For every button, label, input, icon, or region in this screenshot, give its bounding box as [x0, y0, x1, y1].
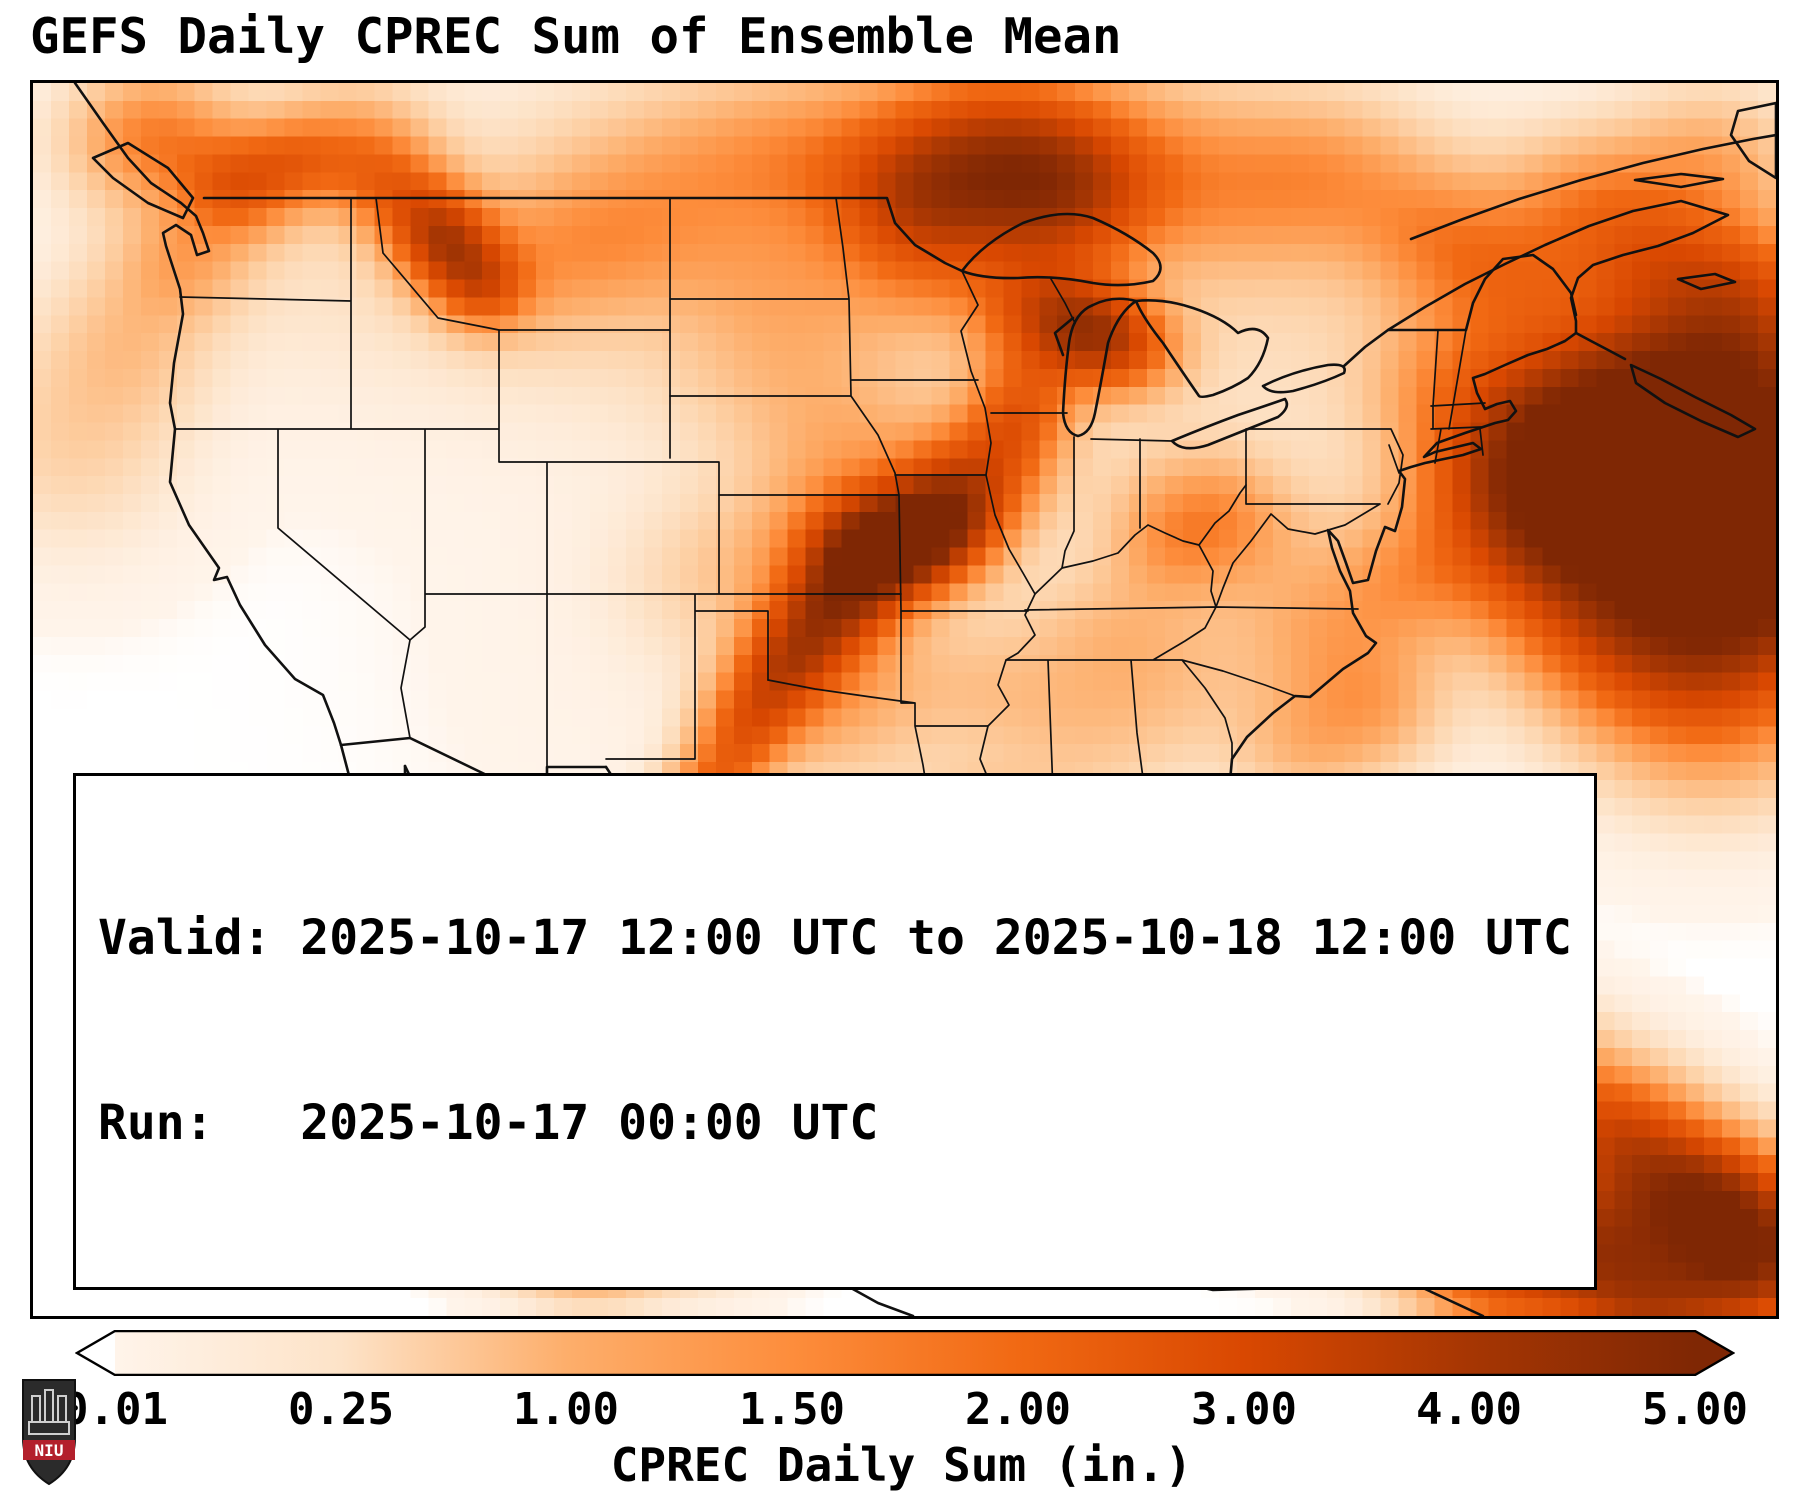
lake-ontario [1261, 363, 1346, 394]
logo-shield [22, 1379, 76, 1486]
colorbar-tick: 4.00 [1416, 1384, 1522, 1435]
state-lines-midwest [990, 278, 1173, 569]
validity-box: Valid: 2025-10-17 12:00 UTC to 2025-10-1… [73, 772, 1597, 1290]
prince-edward-island [1676, 272, 1737, 291]
state-lines-east [1198, 329, 1486, 608]
colorbar-over-arrow [1695, 1331, 1733, 1375]
map-panel: Valid: 2025-10-17 12:00 UTC to 2025-10-1… [30, 80, 1779, 1319]
ohio-river [1034, 484, 1247, 595]
lake-michigan [1061, 297, 1138, 438]
state-lines-plains [669, 197, 1029, 833]
logo-band [23, 1440, 75, 1460]
lake-superior [960, 212, 1162, 287]
run-line: Run: 2025-10-17 00:00 UTC [98, 1094, 879, 1151]
state-lines-west [174, 197, 902, 768]
lake-huron [1134, 299, 1270, 399]
valid-line: Valid: 2025-10-17 12:00 UTC to 2025-10-1… [98, 910, 1572, 967]
colorbar-tick: 0.25 [288, 1384, 394, 1435]
vancouver-island [91, 141, 195, 220]
colorbar-tick: 1.50 [739, 1384, 845, 1435]
colorbar-tick: 1.00 [513, 1384, 619, 1435]
anticosti-island [1633, 172, 1725, 189]
colorbar-tick: 3.00 [1191, 1384, 1297, 1435]
st-lawrence-south [1342, 199, 1730, 368]
colorbar-tick: 0.01 [62, 1384, 168, 1435]
green-bay [1053, 316, 1075, 357]
pacific-coast [73, 83, 343, 747]
logo-castle-icon [28, 1389, 70, 1435]
canada-border [202, 196, 964, 273]
colorbar-under-arrow [77, 1331, 115, 1375]
colorbar [75, 1330, 1735, 1376]
figure-title: GEFS Daily CPREC Sum of Ensemble Mean [30, 8, 1122, 65]
colorbar-tick: 2.00 [965, 1384, 1071, 1435]
colorbar-outline [75, 1330, 1735, 1376]
nova-scotia [1629, 363, 1757, 439]
st-lawrence-north [1409, 133, 1776, 241]
lake-erie [1170, 397, 1289, 450]
logo-text: NIU [35, 1441, 64, 1460]
maine-canada-border [1386, 253, 1578, 332]
mississippi-river [960, 270, 1036, 793]
colorbar-body [115, 1331, 1695, 1375]
colorbar-tick: 5.00 [1642, 1384, 1748, 1435]
newfoundland [1729, 101, 1776, 180]
niu-logo: NIU [22, 1379, 76, 1486]
colorbar-label: CPREC Daily Sum (in.) [610, 1438, 1193, 1492]
